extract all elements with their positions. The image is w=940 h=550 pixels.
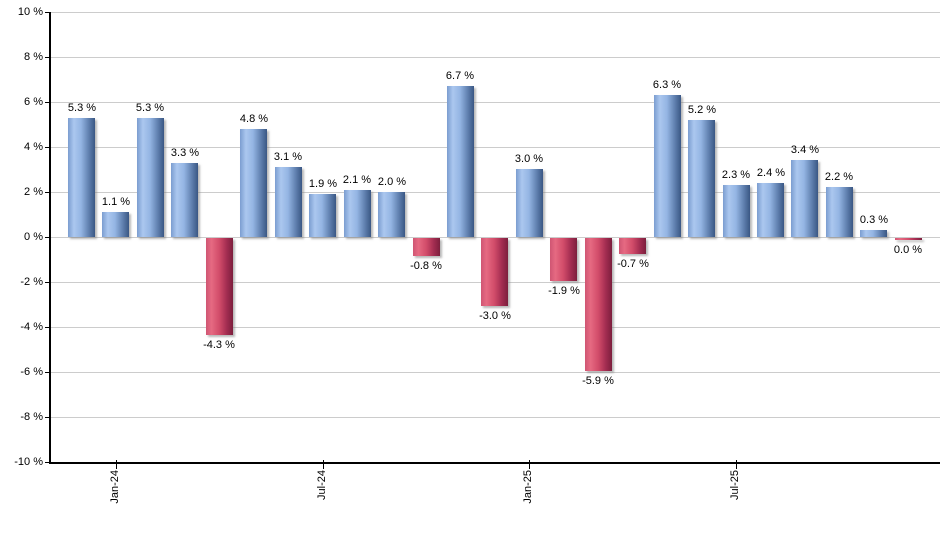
bar-value-label: 2.2 % bbox=[824, 171, 854, 183]
y-axis-tick bbox=[45, 372, 49, 373]
y-axis-label: -10 % bbox=[14, 456, 43, 468]
x-axis-line bbox=[49, 462, 940, 464]
x-axis-label: Jan-24 bbox=[109, 470, 121, 504]
bar-value-label: 5.2 % bbox=[687, 104, 717, 116]
bar-value-label: 2.0 % bbox=[377, 176, 407, 188]
bar-Jul-25 bbox=[723, 185, 750, 237]
bar-Dec-25 bbox=[895, 238, 922, 240]
bar-Aug-25 bbox=[757, 183, 784, 237]
bar-value-label: -4.3 % bbox=[203, 339, 235, 351]
x-axis-tick bbox=[116, 460, 117, 469]
bar-Oct-24 bbox=[413, 238, 440, 256]
bar-value-label: 1.1 % bbox=[101, 196, 131, 208]
y-axis-label: -2 % bbox=[20, 276, 43, 288]
x-axis-tick bbox=[736, 460, 737, 469]
y-gridline bbox=[49, 417, 940, 418]
bar-value-label: 4.8 % bbox=[239, 113, 269, 125]
bar-value-label: 1.9 % bbox=[308, 178, 338, 190]
bar-value-label: 5.3 % bbox=[135, 102, 165, 114]
bar-Sep-25 bbox=[791, 160, 818, 237]
y-gridline bbox=[49, 372, 940, 373]
bar-value-label: 2.4 % bbox=[756, 167, 786, 179]
bar-value-label: 2.1 % bbox=[342, 174, 372, 186]
bar-Sep-24 bbox=[378, 192, 405, 237]
bar-value-label: 6.7 % bbox=[445, 70, 475, 82]
y-axis-label: 2 % bbox=[24, 186, 43, 198]
bar-Dec-24 bbox=[481, 238, 508, 306]
y-axis-tick bbox=[45, 147, 49, 148]
bar-value-label: -5.9 % bbox=[582, 375, 614, 387]
y-axis-label: -4 % bbox=[20, 321, 43, 333]
y-axis-tick bbox=[45, 282, 49, 283]
bar-Dec-23 bbox=[68, 118, 95, 237]
bar-May-24 bbox=[240, 129, 267, 237]
bar-value-label: -1.9 % bbox=[548, 285, 580, 297]
bar-value-label: 3.4 % bbox=[790, 144, 820, 156]
bar-Nov-24 bbox=[447, 86, 474, 237]
y-axis-tick bbox=[45, 192, 49, 193]
bar-value-label: 6.3 % bbox=[652, 79, 682, 91]
y-gridline bbox=[49, 102, 940, 103]
x-axis-tick bbox=[529, 460, 530, 469]
y-axis-label: 6 % bbox=[24, 96, 43, 108]
y-axis-label: 4 % bbox=[24, 141, 43, 153]
y-gridline bbox=[49, 327, 940, 328]
y-axis-line bbox=[49, 12, 51, 464]
bar-value-label: 0.0 % bbox=[893, 244, 923, 256]
y-axis-label: 8 % bbox=[24, 51, 43, 63]
y-axis-tick bbox=[45, 417, 49, 418]
bar-value-label: 3.1 % bbox=[273, 151, 303, 163]
x-axis-label: Jan-25 bbox=[522, 470, 534, 504]
bar-Jan-25 bbox=[516, 169, 543, 237]
y-gridline bbox=[49, 237, 940, 238]
bar-value-label: 5.3 % bbox=[67, 102, 97, 114]
bar-value-label: 2.3 % bbox=[721, 169, 751, 181]
bar-Feb-25 bbox=[550, 238, 577, 281]
x-axis-label: Jul-24 bbox=[316, 470, 328, 500]
y-axis-label: -8 % bbox=[20, 411, 43, 423]
y-axis-tick bbox=[45, 102, 49, 103]
bar-value-label: 0.3 % bbox=[859, 214, 889, 226]
bar-Feb-24 bbox=[137, 118, 164, 237]
bar-value-label: -0.8 % bbox=[410, 260, 442, 272]
y-gridline bbox=[49, 147, 940, 148]
y-axis-tick bbox=[45, 237, 49, 238]
bar-Jul-24 bbox=[309, 194, 336, 237]
y-gridline bbox=[49, 12, 940, 13]
bar-Jan-24 bbox=[102, 212, 129, 237]
y-axis-tick bbox=[45, 57, 49, 58]
x-axis-label: Jul-25 bbox=[729, 470, 741, 500]
bar-Aug-24 bbox=[344, 190, 371, 237]
bar-value-label: 3.3 % bbox=[170, 147, 200, 159]
y-axis-label: 10 % bbox=[17, 6, 43, 18]
bar-Apr-25 bbox=[619, 238, 646, 254]
y-axis-tick bbox=[45, 462, 49, 463]
y-axis-tick bbox=[45, 327, 49, 328]
bar-Jun-24 bbox=[275, 167, 302, 237]
bar-Mar-24 bbox=[171, 163, 198, 237]
bar-Mar-25 bbox=[585, 238, 612, 371]
y-axis-label: -6 % bbox=[20, 366, 43, 378]
bar-Oct-25 bbox=[826, 187, 853, 237]
x-axis-tick bbox=[323, 460, 324, 469]
bar-Jun-25 bbox=[688, 120, 715, 237]
bar-value-label: -3.0 % bbox=[479, 310, 511, 322]
y-axis-tick bbox=[45, 12, 49, 13]
y-gridline bbox=[49, 192, 940, 193]
y-axis-label: 0 % bbox=[24, 231, 43, 243]
bar-value-label: 3.0 % bbox=[514, 153, 544, 165]
bar-Apr-24 bbox=[206, 238, 233, 335]
bar-May-25 bbox=[654, 95, 681, 237]
bar-value-label: -0.7 % bbox=[617, 258, 649, 270]
y-gridline bbox=[49, 57, 940, 58]
bar-Nov-25 bbox=[860, 230, 887, 237]
